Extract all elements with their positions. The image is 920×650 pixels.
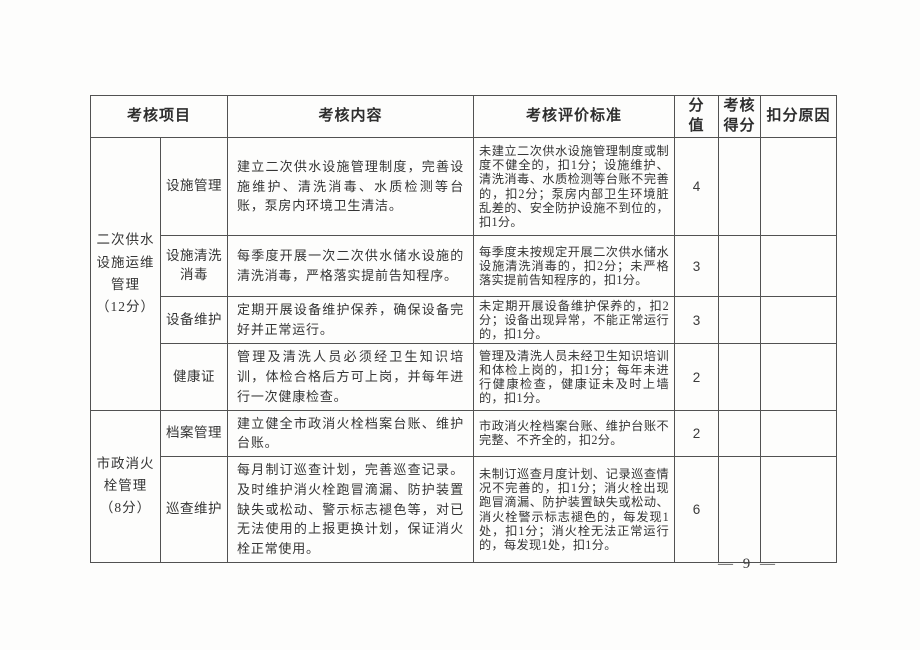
score-cell: 3 [674,235,720,297]
score-cell: 6 [674,456,720,563]
header-criteria: 考核评价标准 [473,95,676,138]
score-cell: 3 [674,295,720,345]
gained-score-cell [718,456,762,563]
item-name: 设施清洗 消毒 [159,235,229,297]
item-name: 设备维护 [159,295,229,345]
criteria-cell: 市政消火栓档案台账、维护台账不完整、不齐全的，扣2分。 [473,409,676,458]
header-project: 考核项目 [89,95,229,138]
criteria-cell: 未建立二次供水设施管理制度或制度不健全的，扣1分；设施维护、清洗消毒、水质检测等… [473,137,676,236]
item-name: 健康证 [159,343,229,411]
content-cell: 定期开展设备维护保养，确保设备完好并正常运行。 [227,295,475,345]
table-row: 二次供水 设施运维 管理 （12分） 设施管理 建立二次供水设施管理制度，完善设… [90,137,838,411]
group-name-secondary-water: 二次供水 设施运维 管理 （12分） [90,137,161,411]
gained-score-cell [718,137,762,236]
criteria-cell: 管理及清洗人员未经卫生知识培训和体检上岗的，扣1分；每年未进行健康检查，健康证未… [473,343,676,411]
gained-score-cell [718,409,762,458]
deduction-reason-cell [760,295,838,345]
deduction-reason-cell [760,137,838,236]
criteria-cell: 未定期开展设备维护保养的，扣2分；设备出现异常，不能正常运行的，扣1分。 [473,295,676,345]
item-name: 巡查维护 [159,456,229,563]
header-reason: 扣分原因 [760,95,838,138]
header-row: 考核项目 考核内容 考核评价标准 分 值 考核 得分 扣分原因 [89,95,838,138]
content-cell: 每季度开展一次二次供水储水设施的清洗消毒，严格落实提前告知程序。 [227,235,475,297]
table-row: 市政消火 栓管理 （8分） 档案管理 建立健全市政消火栓档案台账、维护台账。 市… [90,409,838,563]
content-cell: 每月制订巡查计划，完善巡查记录。及时维护消火栓跑冒滴漏、防护装置缺失或松动、警示… [227,456,475,563]
assessment-table: 考核项目 考核内容 考核评价标准 分 值 考核 得分 扣分原因 二次供水 设施运… [89,95,838,563]
content-cell: 建立健全市政消火栓档案台账、维护台账。 [227,409,475,458]
group-name-fire-hydrant: 市政消火 栓管理 （8分） [90,409,161,563]
header-content: 考核内容 [227,95,475,138]
header-score: 分 值 [674,95,720,138]
gained-score-cell [718,235,762,297]
score-cell: 4 [674,137,720,236]
table-row: 设备维护 定期开展设备维护保养，确保设备完好并正常运行。 未定期开展设备维护保养… [91,295,838,345]
criteria-cell: 每季度未按规定开展二次供水储水设施清洗消毒的，扣2分；未严格落实提前告知程序的，… [473,235,676,297]
gained-score-cell [718,343,762,411]
table-row: 健康证 管理及清洗人员必须经卫生知识培训，体检合格后方可上岗，并每年进行一次健康… [91,343,838,411]
gained-score-cell [718,295,762,345]
page-number: — 9 — [718,556,778,572]
deduction-reason-cell [760,409,838,458]
score-cell: 2 [674,409,720,458]
content-cell: 建立二次供水设施管理制度，完善设施维护、清洗消毒、水质检测等台账，泵房内环境卫生… [227,137,475,236]
table-row: 巡查维护 每月制订巡查计划，完善巡查记录。及时维护消火栓跑冒滴漏、防护装置缺失或… [91,456,838,563]
table-row: 设施清洗 消毒 每季度开展一次二次供水储水设施的清洗消毒，严格落实提前告知程序。… [91,235,838,297]
header-gained: 考核 得分 [718,95,762,138]
item-name: 设施管理 [159,137,229,236]
criteria-cell: 未制订巡查月度计划、记录巡查情况不完善的，扣1分；消火栓出现跑冒滴漏、防护装置缺… [473,456,676,563]
score-cell: 2 [674,343,720,411]
deduction-reason-cell [760,343,838,411]
deduction-reason-cell [760,456,838,563]
content-cell: 管理及清洗人员必须经卫生知识培训，体检合格后方可上岗，并每年进行一次健康检查。 [227,343,475,411]
deduction-reason-cell [760,235,838,297]
item-name: 档案管理 [159,409,229,458]
